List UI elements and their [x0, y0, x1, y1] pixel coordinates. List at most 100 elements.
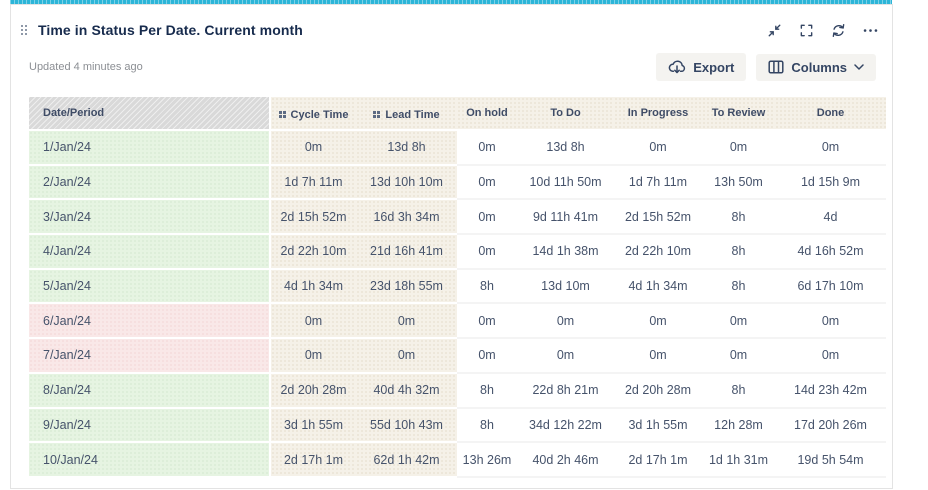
- table-row: 10/Jan/24 2d 17h 1m 62d 1h 42m 13h 26m 4…: [29, 443, 886, 478]
- grid-icon: [278, 111, 286, 119]
- value-cell: 0m: [457, 165, 517, 201]
- value-cell: 8h: [702, 373, 775, 409]
- value-cell: 1d 7h 11m: [271, 165, 356, 201]
- column-header-to-review[interactable]: To Review: [702, 97, 775, 131]
- value-cell: 0m: [614, 131, 702, 166]
- value-cell: 2d 15h 52m: [271, 200, 356, 236]
- value-cell: 4d 16h 52m: [775, 235, 886, 270]
- refresh-icon[interactable]: [831, 23, 846, 38]
- date-cell: 8/Jan/24: [29, 373, 271, 409]
- value-cell: 19d 5h 54m: [775, 443, 886, 478]
- value-cell: 12h 28m: [702, 408, 775, 444]
- date-cell: 3/Jan/24: [29, 200, 271, 236]
- column-header-cycle-time[interactable]: Cycle Time: [271, 97, 356, 131]
- value-cell: 2d 17h 1m: [271, 443, 356, 478]
- date-cell: 9/Jan/24: [29, 408, 271, 444]
- value-cell: 17d 20h 26m: [775, 408, 886, 444]
- widget-header: Time in Status Per Date. Current month: [11, 5, 892, 38]
- updated-timestamp: Updated 4 minutes ago: [29, 61, 143, 73]
- export-button[interactable]: Export: [656, 53, 747, 81]
- table-row: 8/Jan/24 2d 20h 28m 40d 4h 32m 8h 22d 8h…: [29, 373, 886, 409]
- value-cell: 13d 8h: [517, 131, 614, 166]
- value-cell: 3d 1h 55m: [271, 408, 356, 444]
- collapse-icon[interactable]: [767, 23, 782, 38]
- value-cell: 0m: [457, 235, 517, 270]
- value-cell: 16d 3h 34m: [356, 200, 457, 236]
- value-cell: 4d 1h 34m: [271, 269, 356, 305]
- table-row: 6/Jan/24 0m 0m 0m 0m 0m 0m 0m: [29, 304, 886, 340]
- value-cell: 2d 22h 10m: [614, 235, 702, 270]
- value-cell: 8h: [457, 373, 517, 409]
- table-row: 7/Jan/24 0m 0m 0m 0m 0m 0m 0m: [29, 339, 886, 374]
- value-cell: 4d 1h 34m: [614, 269, 702, 305]
- grid-icon: [373, 111, 381, 119]
- value-cell: 40d 2h 46m: [517, 443, 614, 478]
- value-cell: 14d 1h 38m: [517, 235, 614, 270]
- value-cell: 23d 18h 55m: [356, 269, 457, 305]
- value-cell: 2d 17h 1m: [614, 443, 702, 478]
- status-table-container: Date/Period Cycle Time Lead Time On hold…: [29, 97, 892, 478]
- column-header-done[interactable]: Done: [775, 97, 886, 131]
- column-header-lead-time[interactable]: Lead Time: [356, 97, 457, 131]
- value-cell: 0m: [775, 339, 886, 374]
- value-cell: 0m: [517, 304, 614, 340]
- columns-button[interactable]: Columns: [756, 53, 876, 81]
- status-table: Date/Period Cycle Time Lead Time On hold…: [29, 97, 886, 478]
- value-cell: 1d 1h 31m: [702, 443, 775, 478]
- value-cell: 55d 10h 43m: [356, 408, 457, 444]
- drag-handle-icon[interactable]: [21, 25, 27, 35]
- value-cell: 0m: [457, 200, 517, 236]
- value-cell: 4d: [775, 200, 886, 236]
- widget-title: Time in Status Per Date. Current month: [38, 22, 303, 38]
- value-cell: 8h: [702, 235, 775, 270]
- export-button-label: Export: [693, 59, 735, 75]
- value-cell: 1d 15h 9m: [775, 165, 886, 201]
- value-cell: 0m: [457, 339, 517, 374]
- value-cell: 0m: [702, 304, 775, 340]
- more-icon[interactable]: [863, 23, 878, 38]
- value-cell: 21d 16h 41m: [356, 235, 457, 270]
- value-cell: 40d 4h 32m: [356, 373, 457, 409]
- value-cell: 0m: [271, 339, 356, 374]
- value-cell: 6d 17h 10m: [775, 269, 886, 305]
- table-row: 2/Jan/24 1d 7h 11m 13d 10h 10m 0m 10d 11…: [29, 165, 886, 201]
- value-cell: 0m: [356, 304, 457, 340]
- value-cell: 0m: [356, 339, 457, 374]
- value-cell: 2d 20h 28m: [271, 373, 356, 409]
- value-cell: 2d 20h 28m: [614, 373, 702, 409]
- value-cell: 9d 11h 41m: [517, 200, 614, 236]
- table-header-row: Date/Period Cycle Time Lead Time On hold…: [29, 97, 886, 131]
- widget-accent-bar: [10, 0, 892, 5]
- value-cell: 3d 1h 55m: [614, 408, 702, 444]
- column-header-label: Lead Time: [385, 108, 440, 121]
- value-cell: 0m: [702, 339, 775, 374]
- value-cell: 13d 8h: [356, 131, 457, 166]
- columns-button-label: Columns: [791, 59, 847, 75]
- value-cell: 0m: [775, 131, 886, 166]
- value-cell: 0m: [271, 131, 356, 166]
- value-cell: 8h: [702, 200, 775, 236]
- column-header-label: Cycle Time: [290, 108, 349, 121]
- column-header-in-progress[interactable]: In Progress: [614, 97, 702, 131]
- table-row: 5/Jan/24 4d 1h 34m 23d 18h 55m 8h 13d 10…: [29, 269, 886, 305]
- chevron-down-icon: [854, 64, 864, 70]
- column-header-date-period[interactable]: Date/Period: [29, 97, 271, 131]
- value-cell: 14d 23h 42m: [775, 373, 886, 409]
- value-cell: 2d 22h 10m: [271, 235, 356, 270]
- fullscreen-icon[interactable]: [799, 23, 814, 38]
- column-header-on-hold[interactable]: On hold: [457, 97, 517, 131]
- value-cell: 13d 10m: [517, 269, 614, 305]
- column-header-to-do[interactable]: To Do: [517, 97, 614, 131]
- date-cell: 4/Jan/24: [29, 235, 271, 270]
- value-cell: 0m: [517, 339, 614, 374]
- value-cell: 13d 10h 10m: [356, 165, 457, 201]
- table-row: 9/Jan/24 3d 1h 55m 55d 10h 43m 8h 34d 12…: [29, 408, 886, 444]
- date-cell: 6/Jan/24: [29, 304, 271, 340]
- date-cell: 2/Jan/24: [29, 165, 271, 201]
- date-cell: 7/Jan/24: [29, 339, 271, 374]
- value-cell: 1d 7h 11m: [614, 165, 702, 201]
- table-body: 1/Jan/24 0m 13d 8h 0m 13d 8h 0m 0m 0m 2/…: [29, 131, 886, 478]
- value-cell: 13h 50m: [702, 165, 775, 201]
- columns-icon: [768, 60, 784, 74]
- value-cell: 0m: [271, 304, 356, 340]
